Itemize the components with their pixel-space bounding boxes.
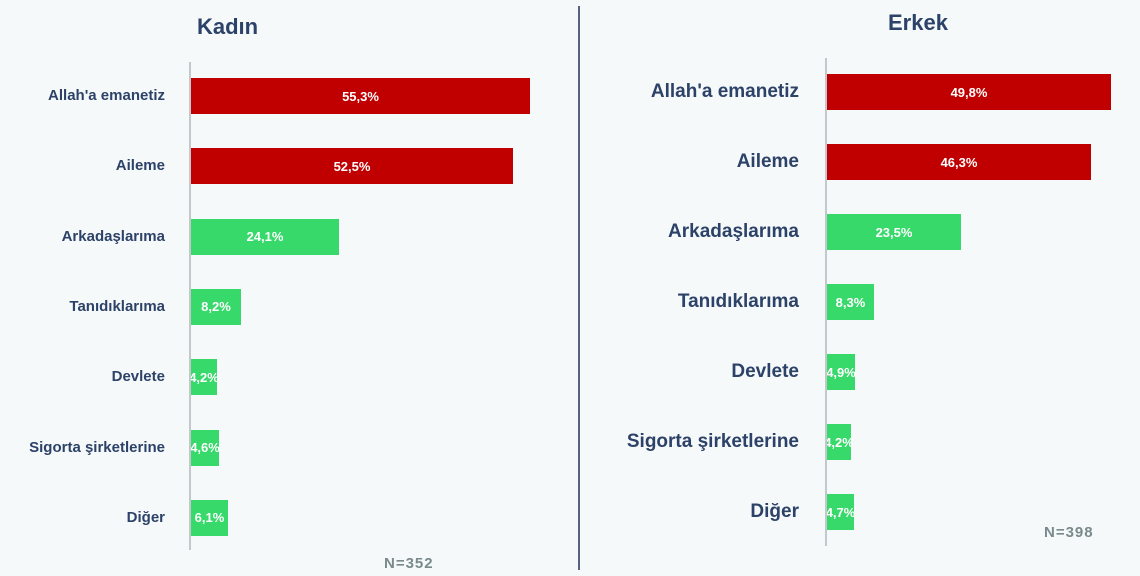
- category-label: Diğer: [750, 501, 799, 522]
- category-label: Arkadaşlarıma: [668, 221, 799, 242]
- bar-value-label: 4,6%: [191, 440, 219, 455]
- category-label: Devlete: [111, 368, 165, 386]
- category-label: Sigorta şirketlerine: [29, 438, 165, 456]
- bar: 55,3%: [191, 78, 530, 114]
- panel-divider: [578, 6, 580, 570]
- category-label: Arkadaşlarıma: [61, 227, 165, 245]
- bar: 6,1%: [191, 499, 228, 536]
- category-label: Diğer: [126, 508, 165, 526]
- sample-size-label: N=398: [1044, 524, 1094, 541]
- bar-value-label: 49,8%: [950, 84, 988, 100]
- bar: 4,2%: [827, 424, 851, 460]
- chart-title: Kadın: [197, 14, 259, 39]
- bar: 49,8%: [827, 74, 1111, 110]
- bar: 23,5%: [827, 214, 961, 250]
- y-axis-line: [189, 62, 191, 550]
- bar-value-label: 24,1%: [246, 229, 284, 245]
- category-label: Tanıdıklarıma: [69, 297, 165, 315]
- bar: 52,5%: [191, 148, 513, 185]
- bar-value-label: 8,3%: [835, 294, 866, 310]
- category-label: Aileme: [736, 151, 799, 172]
- bar: 4,6%: [191, 429, 219, 466]
- bar: 46,3%: [827, 144, 1091, 180]
- y-axis-line: [825, 58, 827, 546]
- bar-value-label: 4,9%: [827, 364, 855, 380]
- bar-value-label: 46,3%: [940, 154, 978, 170]
- bar-value-label: 23,5%: [875, 224, 913, 240]
- bar: 4,2%: [191, 359, 217, 396]
- sample-size-label: N=352: [384, 555, 434, 572]
- category-label: Allah'a emanetiz: [48, 87, 165, 104]
- bar: 4,9%: [827, 354, 855, 390]
- bar-value-label: 8,2%: [201, 299, 231, 315]
- bar: 4,7%: [827, 494, 854, 530]
- bar-value-label: 4,2%: [191, 369, 217, 385]
- category-label: Sigorta şirketlerine: [626, 431, 799, 452]
- category-label: Tanıdıklarıma: [677, 291, 799, 312]
- bar-value-label: 52,5%: [333, 158, 371, 174]
- category-label: Allah'a emanetiz: [650, 81, 799, 102]
- category-label: Devlete: [731, 361, 799, 382]
- category-label: Aileme: [115, 157, 165, 175]
- bar-value-label: 4,2%: [827, 434, 851, 450]
- chart-erkek: Erkek N=398 Allah'a emanetiz 49,8% Aileme 4…: [580, 0, 1140, 576]
- bar-value-label: 4,7%: [827, 504, 854, 520]
- chart-kadin: Kadın N=352 Allah'a emanetiz 55,3% Aileme 5…: [29, 14, 530, 572]
- chart-title: Erkek: [888, 10, 948, 35]
- bar: 8,3%: [827, 284, 874, 320]
- bar-value-label: 6,1%: [194, 510, 225, 526]
- bar: 24,1%: [191, 218, 339, 255]
- bar: 8,2%: [191, 288, 241, 325]
- bar-value-label: 55,3%: [342, 88, 379, 104]
